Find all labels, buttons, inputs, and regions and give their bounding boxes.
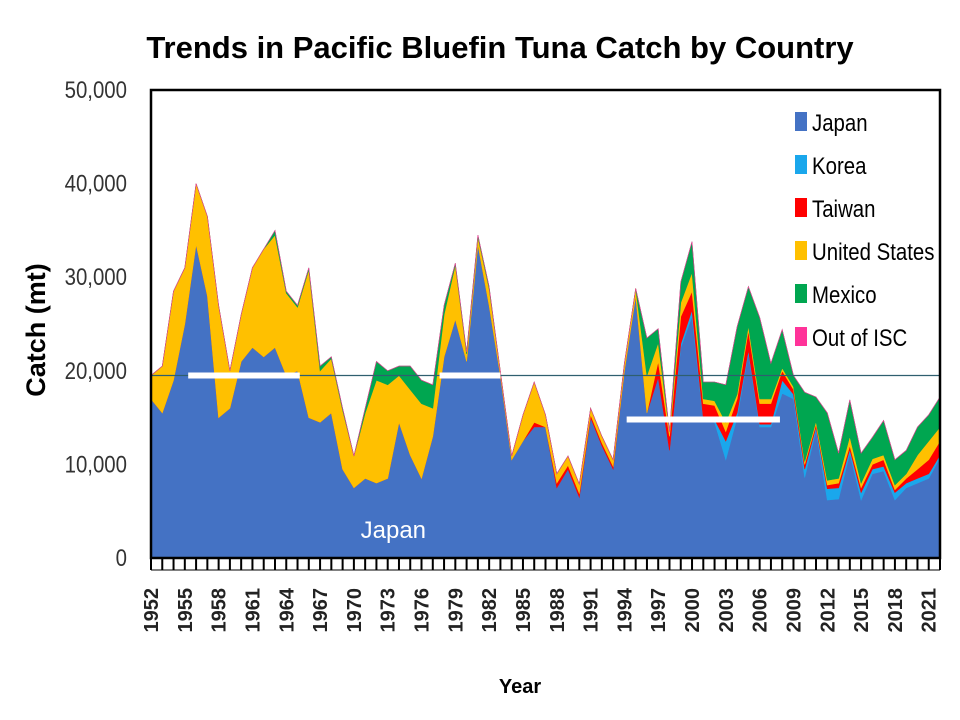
x-tick-label: 2021: [919, 588, 941, 633]
x-axis-ticks: 1952 1955 1958 1961 1964 1967 1970 1973 1976 1979…: [141, 558, 941, 633]
legend-background: [790, 94, 938, 356]
plot-border: [149, 88, 942, 560]
legend-label: Taiwan: [812, 195, 875, 222]
x-tick-label: 1973: [378, 588, 400, 633]
x-tick-label: 2012: [817, 588, 839, 633]
x-tick-label: 1988: [547, 588, 569, 633]
x-tick-label: 1955: [175, 588, 197, 633]
reference-marks: Japan: [151, 372, 940, 544]
y-tick-label: 10,000: [65, 451, 127, 478]
legend: Japan Korea Taiwan United States Mexico Out o…: [790, 94, 938, 356]
y-axis-ticks: 0 10,000 20,000 30,000 40,000 50,000: [65, 76, 127, 571]
x-tick-label: 2000: [682, 588, 704, 633]
x-tick-label: 1982: [479, 588, 501, 633]
x-tick-label: 2006: [750, 588, 772, 633]
y-tick-label: 50,000: [65, 76, 127, 103]
y-tick-label: 30,000: [65, 264, 127, 291]
x-tick-label: 1976: [412, 588, 434, 633]
x-tick-label: 1985: [513, 588, 535, 633]
x-tick-label: 2009: [783, 588, 805, 633]
legend-swatch-korea: [795, 155, 807, 174]
legend-label: Out of ISC: [812, 324, 907, 351]
x-tick-label: 1970: [344, 588, 366, 633]
legend-swatch-japan: [795, 112, 807, 131]
x-tick-label: 1979: [445, 588, 467, 633]
x-tick-label: 1964: [276, 587, 298, 632]
chart-title: Trends in Pacific Bluefin Tuna Catch by …: [146, 30, 854, 65]
y-axis-label: Catch (mt): [21, 263, 51, 397]
japan-annotation: Japan: [361, 517, 426, 544]
x-tick-label: 1991: [581, 588, 603, 633]
x-tick-label: 1958: [209, 588, 231, 633]
x-tick-label: 2003: [716, 588, 738, 633]
x-tick-label: 1994: [614, 587, 636, 632]
legend-label: Korea: [812, 152, 867, 179]
legend-label: Japan: [812, 109, 868, 136]
legend-label: Mexico: [812, 281, 877, 308]
legend-swatch-united-states: [795, 241, 807, 260]
x-tick-label: 1961: [242, 588, 264, 633]
legend-swatch-taiwan: [795, 198, 807, 217]
x-tick-label: 1997: [648, 588, 670, 633]
x-axis-label: Year: [499, 676, 541, 698]
legend-swatch-out-of-isc: [795, 327, 807, 346]
y-tick-label: 0: [116, 544, 127, 571]
legend-swatch-mexico: [795, 284, 807, 303]
x-tick-label: 1952: [141, 588, 163, 633]
x-tick-label: 1967: [310, 588, 332, 633]
x-tick-label: 2018: [885, 588, 907, 633]
y-tick-label: 40,000: [65, 170, 127, 197]
x-tick-label: 2015: [851, 588, 873, 633]
y-tick-label: 20,000: [65, 357, 127, 384]
legend-label: United States: [812, 238, 934, 265]
